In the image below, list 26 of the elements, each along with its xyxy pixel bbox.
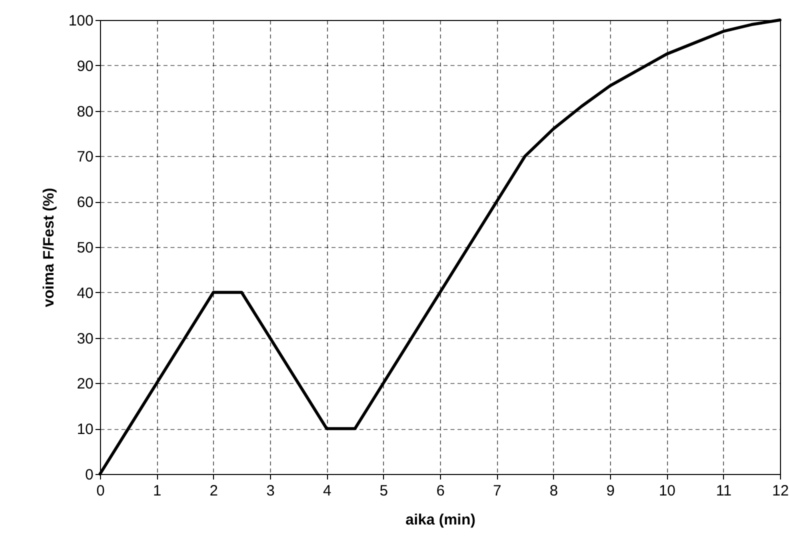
- x-tick-label: 8: [550, 482, 558, 500]
- y-tick-label: 40: [76, 284, 94, 302]
- y-tick-label: 70: [76, 148, 94, 166]
- x-tick-label: 2: [210, 482, 218, 500]
- x-tick-label: 5: [380, 482, 388, 500]
- x-tick-label: 0: [96, 482, 105, 500]
- x-tick-label: 12: [772, 482, 789, 500]
- x-tick-label: 9: [606, 482, 615, 500]
- y-tick-label: 60: [76, 194, 94, 212]
- x-tick-label: 3: [266, 482, 275, 500]
- x-tick-label: 6: [436, 482, 445, 500]
- y-tick-label: 90: [76, 58, 94, 75]
- x-tick-label: 4: [322, 482, 332, 500]
- y-tick-label: 30: [76, 330, 94, 348]
- x-axis-title: aika (min): [405, 512, 476, 528]
- y-axis-title: voima F/Fest (%): [40, 188, 58, 308]
- x-tick-label: 7: [492, 482, 502, 500]
- y-tick-label: 10: [76, 421, 94, 438]
- y-tick-label: 50: [76, 240, 94, 256]
- x-tick-label: 1: [152, 482, 162, 500]
- y-tick-label: 0: [85, 466, 94, 484]
- y-tick-label: 100: [68, 12, 94, 30]
- y-tick-label: 80: [76, 103, 94, 120]
- x-tick-label: 11: [716, 482, 732, 500]
- y-tick-label: 20: [76, 376, 94, 393]
- x-tick-label: 10: [658, 482, 676, 500]
